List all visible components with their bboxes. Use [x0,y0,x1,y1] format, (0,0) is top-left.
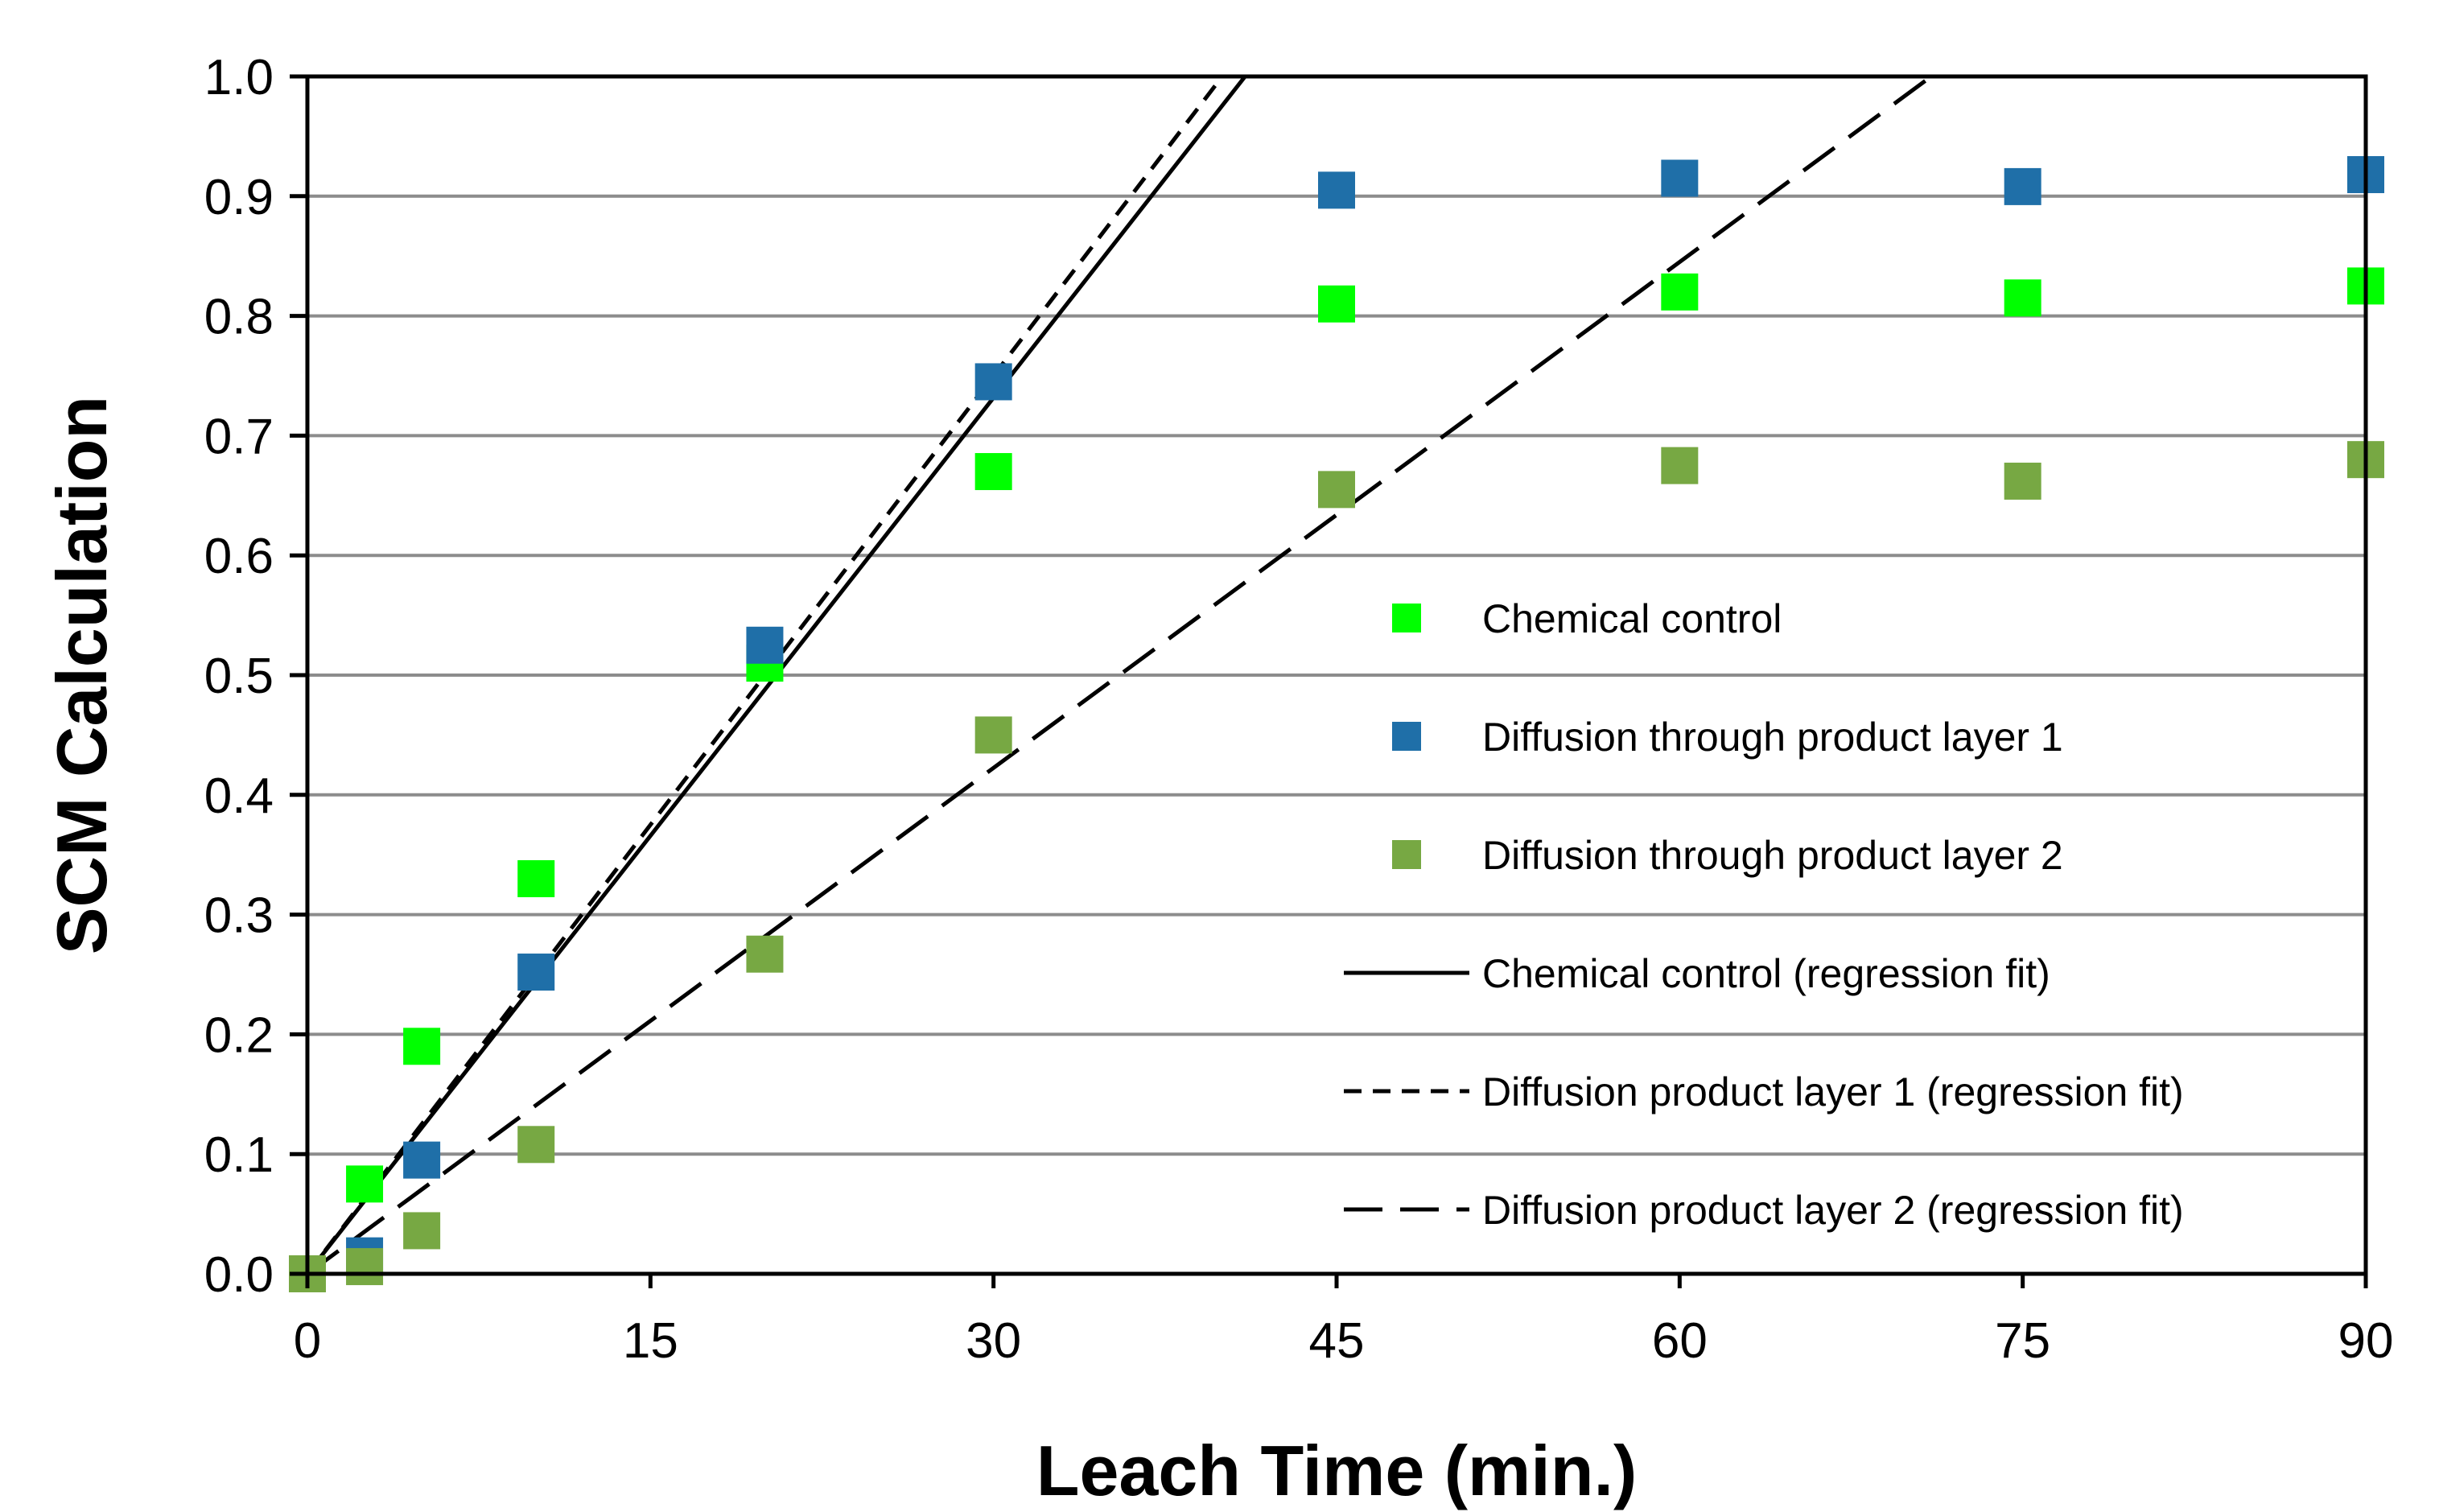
marker-series-1 [517,859,555,897]
y-axis-ticks: 0.0 0.1 0.2 0.3 0.4 0.5 0.6 0.7 0.8 0.9 1.0 [204,50,307,1303]
y-tick-label: 0.8 [204,290,274,345]
y-tick-label: 0.4 [204,768,274,824]
y-tick-label: 0.5 [204,649,274,704]
marker-series-1 [2004,279,2041,317]
y-tick-label: 0.6 [204,529,274,584]
x-axis-ticks: 0 15 30 45 60 75 90 [294,1274,2394,1369]
legend-label: Diffusion through product layer 2 [1482,833,2063,878]
marker-series-2 [517,954,555,991]
marker-series-1 [974,453,1012,491]
marker-series-3 [346,1248,384,1286]
y-tick-label: 0.1 [204,1127,274,1183]
x-tick-label: 0 [294,1313,321,1369]
y-tick-label: 1.0 [204,50,274,105]
legend-label: Diffusion product layer 1 (regression fi… [1482,1069,2184,1114]
x-axis-title: Leach Time (min.) [1036,1431,1638,1510]
legend-marker [1392,604,1421,632]
x-tick-label: 15 [623,1313,678,1369]
marker-series-3 [1318,471,1355,509]
marker-series-3 [1661,447,1699,484]
legend-label: Diffusion product layer 2 (regression fi… [1482,1188,2184,1233]
marker-series-2 [403,1141,441,1179]
marker-series-3 [517,1126,555,1164]
y-tick-label: 0.9 [204,170,274,225]
y-tick-label: 0.2 [204,1007,274,1063]
legend-label: Chemical control (regression fit) [1482,951,2050,996]
legend-marker [1392,840,1421,869]
marker-series-1 [346,1165,384,1203]
x-tick-label: 90 [2338,1313,2394,1369]
x-tick-label: 60 [1652,1313,1708,1369]
y-axis-title: SCM Calculation [42,396,122,954]
marker-series-3 [2004,462,2041,500]
y-tick-label: 0.0 [204,1247,274,1303]
marker-series-2 [1318,171,1355,209]
marker-series-2 [1661,159,1699,197]
legend-marker [1392,722,1421,751]
y-tick-label: 0.3 [204,888,274,944]
legend: Chemical control Diffusion through produc… [1344,596,2184,1233]
x-tick-label: 45 [1309,1313,1365,1369]
marker-series-2 [974,363,1012,401]
marker-series-2 [2004,167,2041,205]
legend-label: Diffusion through product layer 1 [1482,715,2063,760]
marker-series-3 [403,1212,441,1250]
x-tick-label: 75 [1995,1313,2050,1369]
marker-series-3 [746,935,784,973]
marker-series-2 [746,626,784,664]
x-tick-label: 30 [966,1313,1021,1369]
marker-series-1 [403,1028,441,1065]
marker-series-3 [974,716,1012,754]
legend-label: Chemical control [1482,596,1782,641]
marker-series-1 [1318,285,1355,323]
y-tick-label: 0.7 [204,409,274,464]
marker-series-1 [1661,273,1699,311]
